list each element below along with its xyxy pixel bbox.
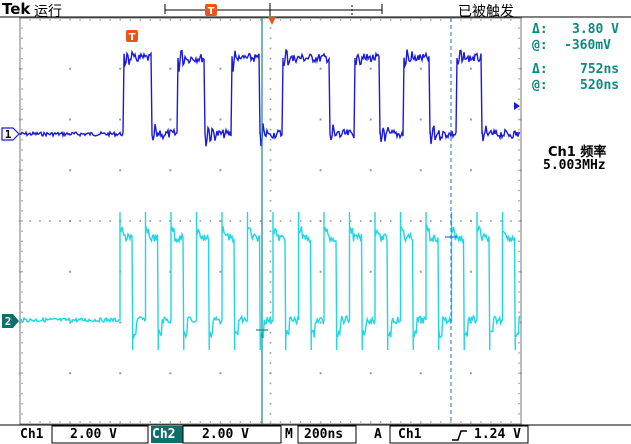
acquisition-state: 运行 xyxy=(34,4,62,20)
ch1-waveform xyxy=(19,48,521,147)
v-at-label: @: xyxy=(532,38,548,53)
trigger-level-icon xyxy=(514,102,520,110)
trigger-point-icon xyxy=(268,17,276,25)
t-delta-label: Δ: xyxy=(532,62,548,77)
ch1-scale-box[interactable] xyxy=(51,425,149,444)
time-scale[interactable]: 200ns xyxy=(304,427,344,442)
v-delta-value: 3.80 V xyxy=(572,22,619,37)
t-at-value: 520ns xyxy=(580,78,620,93)
trigger-mode-label: A xyxy=(374,427,382,442)
trigger-marker-trace: T xyxy=(126,30,138,43)
svg-text:1: 1 xyxy=(5,128,12,141)
ch2-scale-box[interactable] xyxy=(182,425,282,444)
trigger-status: 已被触发 xyxy=(458,4,514,20)
ch2-scale[interactable]: 2.00 V xyxy=(202,427,249,442)
ch2-waveform xyxy=(19,212,521,351)
svg-text:2: 2 xyxy=(5,315,12,328)
measurement-title: Ch1 频率 xyxy=(548,145,607,160)
trigger-position-bracket xyxy=(164,3,383,16)
ch1-label[interactable]: Ch1 xyxy=(20,427,44,442)
v-at-value: -360mV xyxy=(564,38,611,53)
graticule xyxy=(19,17,522,425)
status-bar xyxy=(0,424,631,444)
svg-text:T: T xyxy=(208,6,215,17)
ch2-label[interactable]: Ch2 xyxy=(152,427,176,442)
ch1-scale[interactable]: 2.00 V xyxy=(70,427,117,442)
v-delta-label: Δ: xyxy=(532,22,548,37)
measurement-value: 5.003MHz xyxy=(543,158,606,173)
trigger-source[interactable]: Ch1 xyxy=(398,427,422,442)
brand-logo: Tek xyxy=(2,0,31,18)
svg-text:T: T xyxy=(129,32,136,43)
t-delta-value: 752ns xyxy=(580,62,620,77)
ch2-ground-marker[interactable]: 2 xyxy=(2,314,19,328)
time-scale-box[interactable] xyxy=(297,425,357,444)
time-label: M xyxy=(285,427,293,442)
rising-edge-icon xyxy=(452,430,467,441)
ch1-ground-marker[interactable]: 1 xyxy=(1,127,20,141)
trigger-box[interactable] xyxy=(389,425,529,444)
t-at-label: @: xyxy=(532,78,548,93)
trigger-level[interactable]: 1.24 V xyxy=(474,427,521,442)
trigger-marker-top: T xyxy=(205,4,217,17)
ch2-label-box[interactable] xyxy=(151,426,183,443)
